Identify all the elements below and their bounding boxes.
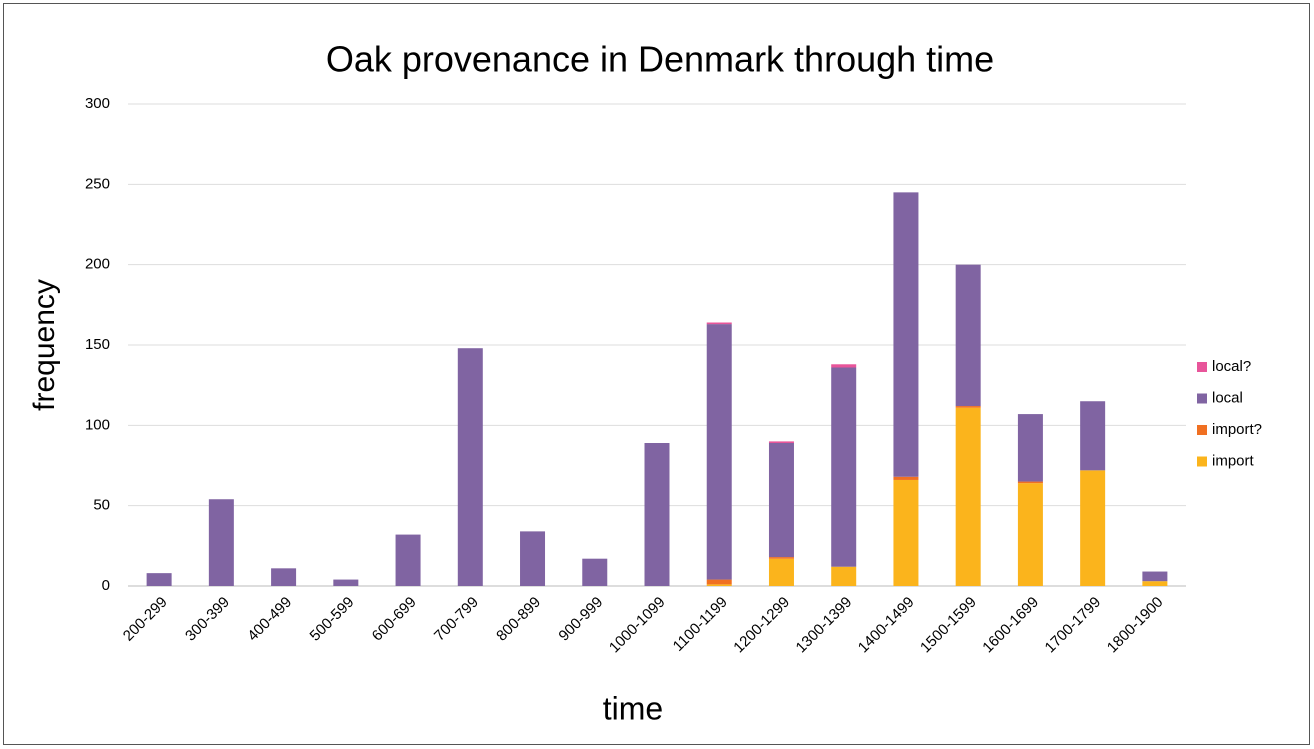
bar-segment	[893, 476, 919, 480]
bar-segment	[644, 443, 670, 586]
y-tick-label: 200	[85, 256, 110, 273]
y-tick-label: 100	[85, 416, 110, 433]
legend-label: local?	[1212, 358, 1251, 375]
bar-segment	[1080, 401, 1106, 471]
bar-segment	[768, 443, 794, 558]
y-axis-label: frequency	[28, 279, 61, 411]
bar-segment	[395, 534, 421, 586]
y-tick-label: 50	[93, 497, 110, 514]
bar-segment	[768, 557, 794, 559]
bar-segment	[582, 558, 608, 586]
legend-swatch	[1197, 425, 1207, 435]
bar-segment	[457, 348, 483, 586]
bar-segment	[706, 324, 732, 580]
bar-segment	[831, 566, 857, 586]
bar-segment	[1017, 481, 1043, 484]
bar-segment	[1017, 414, 1043, 482]
legend-swatch	[1197, 393, 1207, 404]
bar-segment	[706, 579, 732, 585]
bar-segment	[831, 367, 857, 567]
bar-segment	[1142, 571, 1168, 582]
legend-label: import?	[1212, 421, 1262, 438]
bar-segment	[1080, 470, 1106, 586]
bar-segment	[333, 579, 359, 586]
bar-segment	[768, 558, 794, 586]
y-tick-label: 0	[102, 577, 110, 594]
bar-segment	[955, 264, 981, 407]
bar-segment	[706, 584, 732, 586]
bar-segment	[893, 192, 919, 477]
bar-segment	[271, 568, 297, 586]
bar-segment	[1142, 581, 1168, 586]
bar-segment	[768, 441, 794, 444]
bar-segment	[1017, 483, 1043, 586]
bar-segment	[208, 499, 234, 586]
y-tick-label: 300	[85, 95, 110, 112]
bar-segment	[955, 407, 981, 586]
x-axis-label: time	[603, 690, 663, 726]
chart-border	[3, 3, 1310, 745]
legend-label: import	[1212, 452, 1255, 469]
chart-title: Oak provenance in Denmark through time	[326, 39, 994, 80]
legend-swatch	[1197, 362, 1207, 372]
legend-swatch	[1197, 456, 1207, 467]
bar-segment	[893, 479, 919, 586]
bar-segment	[831, 364, 857, 368]
bar-segment	[146, 573, 172, 586]
legend-label: local	[1212, 389, 1243, 406]
y-tick-label: 150	[85, 336, 110, 353]
bar-segment	[955, 406, 981, 408]
bar-segment	[706, 322, 732, 325]
bar-segment	[520, 531, 546, 586]
y-tick-label: 250	[85, 175, 110, 192]
